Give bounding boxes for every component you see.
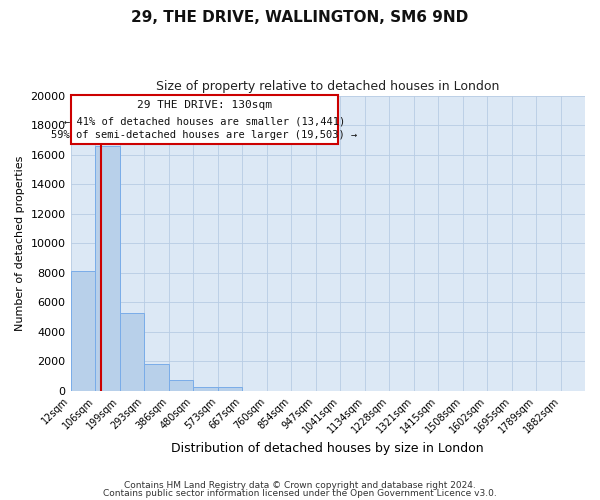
Text: 59% of semi-detached houses are larger (19,503) →: 59% of semi-detached houses are larger (… — [51, 130, 358, 140]
X-axis label: Distribution of detached houses by size in London: Distribution of detached houses by size … — [172, 442, 484, 455]
Bar — [95, 146, 119, 391]
Text: Contains public sector information licensed under the Open Government Licence v3: Contains public sector information licen… — [103, 488, 497, 498]
Bar — [193, 386, 218, 391]
Text: Contains HM Land Registry data © Crown copyright and database right 2024.: Contains HM Land Registry data © Crown c… — [124, 481, 476, 490]
Title: Size of property relative to detached houses in London: Size of property relative to detached ho… — [156, 80, 499, 93]
Bar — [169, 380, 193, 391]
Bar — [71, 95, 338, 144]
Bar — [144, 364, 169, 391]
Bar — [119, 312, 144, 391]
Bar — [71, 272, 95, 391]
Text: 29 THE DRIVE: 130sqm: 29 THE DRIVE: 130sqm — [137, 100, 272, 110]
Y-axis label: Number of detached properties: Number of detached properties — [15, 156, 25, 331]
Text: 29, THE DRIVE, WALLINGTON, SM6 9ND: 29, THE DRIVE, WALLINGTON, SM6 9ND — [131, 10, 469, 25]
Text: ← 41% of detached houses are smaller (13,441): ← 41% of detached houses are smaller (13… — [64, 116, 345, 126]
Bar — [218, 388, 242, 391]
